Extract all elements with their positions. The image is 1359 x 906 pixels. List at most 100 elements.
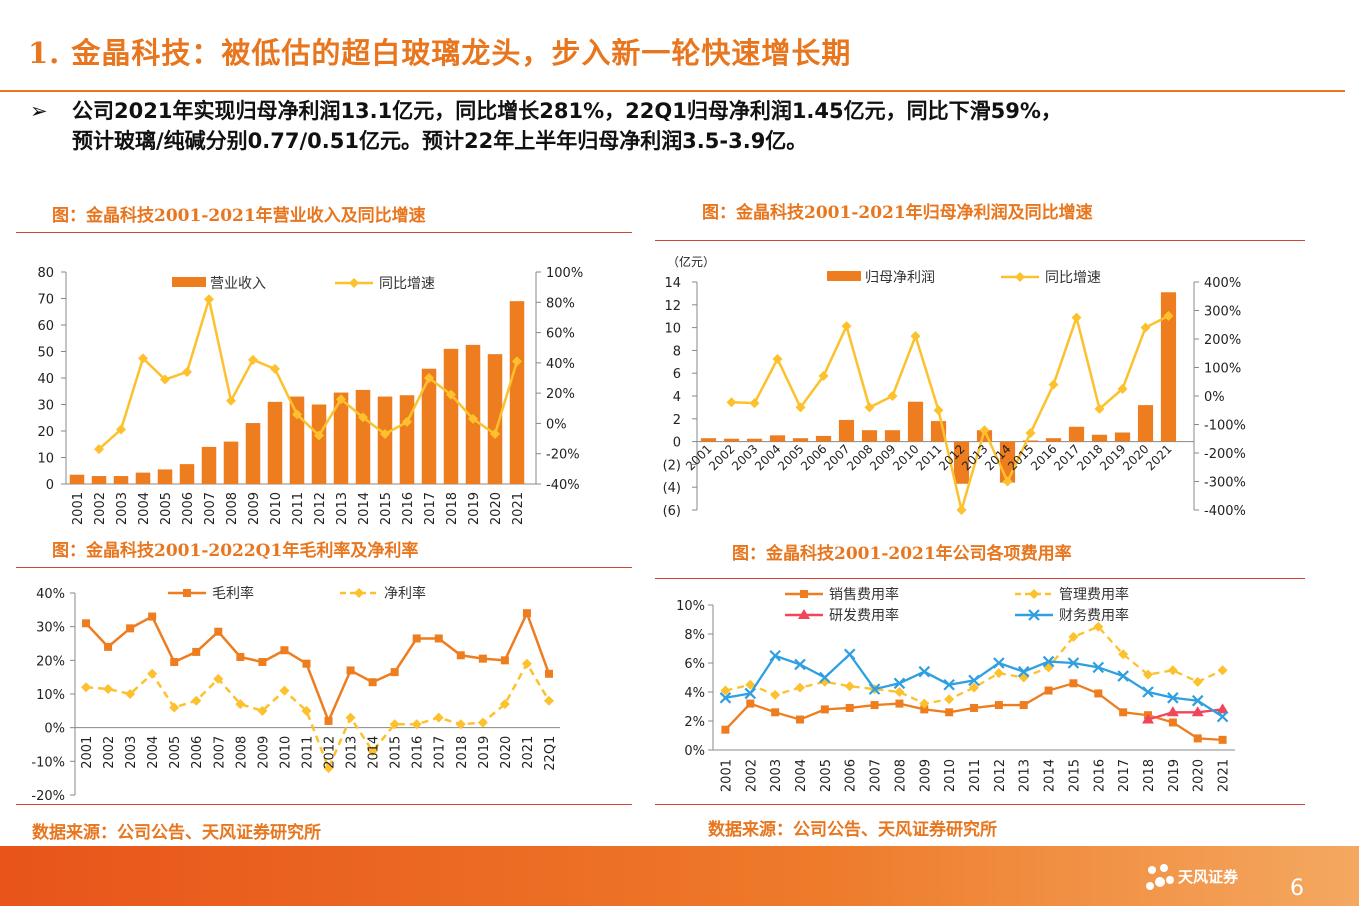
- x-tick-label: 2015: [379, 492, 394, 525]
- net-profit-chart: （亿元） (6) (4) (2) 0 2 4 6 8 10 12 14 -400% -300% -200% -…: [663, 254, 1246, 519]
- finance-expense-point: [1167, 692, 1179, 704]
- x-tick-label: 2015: [389, 736, 404, 769]
- arrow-bullet-icon: ➢: [30, 99, 48, 123]
- legend-label: 销售费用率: [829, 586, 899, 603]
- y-right-tick-label: 300%: [1204, 305, 1241, 320]
- gross-margin-point: [522, 609, 531, 618]
- gross-margin-point: [126, 624, 135, 633]
- x-tick-label: 2016: [1092, 759, 1107, 792]
- y-right-tick-label: 40%: [546, 357, 575, 372]
- x-tick-label: 2017: [1051, 442, 1082, 473]
- y-right-tick-label: -100%: [1204, 419, 1246, 434]
- net-profit-bar: [1160, 292, 1177, 442]
- x-tick-label: 2008: [234, 736, 249, 769]
- gross-margin-point: [192, 647, 201, 656]
- x-tick-label: 22Q1: [543, 736, 558, 771]
- rnd-expense-point: [1142, 713, 1154, 724]
- x-tick-label: 2004: [794, 759, 809, 792]
- net-margin-point: [235, 699, 246, 710]
- legend-marker: [798, 609, 810, 619]
- gross-margin-point: [478, 654, 487, 663]
- finance-expense-point: [769, 649, 781, 662]
- net-margin-point: [301, 705, 312, 716]
- selling-expense-point: [845, 703, 854, 712]
- net-margin-line: [85, 661, 551, 772]
- admin-expense-point: [745, 679, 756, 690]
- net-profit-bar: [792, 438, 809, 442]
- x-tick-label: 2018: [1074, 442, 1105, 473]
- x-tick-label: 2003: [769, 759, 784, 792]
- x-tick-label: 2008: [844, 442, 875, 473]
- gross-margin-point: [500, 656, 509, 665]
- growth-point: [248, 354, 258, 365]
- net-profit-bar: [1022, 440, 1039, 442]
- legend-marker: [183, 589, 191, 597]
- y-right-tick-label: -400%: [1204, 504, 1246, 519]
- legend-label: 财务费用率: [1059, 607, 1129, 624]
- y-tick-label: 6%: [684, 657, 705, 672]
- growth-point: [270, 363, 280, 374]
- growth-point: [402, 416, 412, 427]
- y-left-tick-label: 6: [673, 367, 681, 382]
- growth-point: [933, 405, 944, 416]
- finance-expense-point: [1067, 657, 1080, 669]
- gross-margin-point: [544, 669, 553, 678]
- y-right-tick-label: 80%: [546, 296, 575, 311]
- x-tick-label: 2011: [300, 736, 315, 769]
- x-tick-label: 2018: [1142, 759, 1157, 792]
- selling-expense-point: [920, 705, 929, 714]
- admin-expense-point: [844, 681, 855, 692]
- growth-point: [380, 429, 390, 440]
- net-margin-point: [169, 702, 180, 713]
- caption-rule: [655, 578, 1305, 579]
- selling-expense-point: [1218, 735, 1227, 744]
- summary-line-2: 预计玻璃/纯碱分别0.77/0.51亿元。预计22年上半年归母净利润3.5-3.…: [72, 129, 808, 153]
- y-right-tick-label: -200%: [1204, 447, 1246, 462]
- x-tick-label: 2009: [867, 442, 898, 473]
- y-tick-label: 8%: [684, 628, 705, 643]
- net-margin-point: [433, 712, 444, 723]
- footer-bar: [0, 846, 1359, 906]
- legend-label: 毛利率: [212, 585, 254, 602]
- bottom-rule: [16, 804, 632, 805]
- revenue-bar: [69, 474, 85, 484]
- net-profit-bar: [769, 435, 786, 442]
- growth-point: [1140, 322, 1151, 333]
- x-tick-label: 2017: [1117, 759, 1132, 792]
- admin-expense-point: [1192, 676, 1203, 687]
- selling-expense-point: [994, 701, 1003, 710]
- y-left-tick-label: (6): [663, 504, 681, 519]
- x-tick-label: 2012: [313, 492, 328, 525]
- legend-label: 营业收入: [210, 276, 266, 292]
- x-tick-label: 2008: [225, 492, 240, 525]
- margin-chart: -20% -10% 0% 10% 20% 30% 40% 2001 2002 2003 2004 20…: [31, 585, 560, 804]
- net-margin-point: [455, 719, 466, 730]
- net-profit-bar: [746, 438, 763, 442]
- finance-expense-point: [1117, 670, 1129, 682]
- x-tick-label: 2017: [423, 492, 438, 525]
- net-profit-bar: [1045, 438, 1062, 442]
- y-right-tick-label: 200%: [1204, 333, 1241, 348]
- y-right-tick-label: 20%: [546, 387, 575, 402]
- tianfeng-logo-icon: [1146, 864, 1174, 890]
- gross-margin-point: [280, 646, 289, 655]
- growth-point: [314, 430, 324, 441]
- net-margin-point: [345, 712, 356, 723]
- y-left-tick-label: 0: [673, 436, 681, 451]
- net-profit-bar: [1137, 405, 1154, 442]
- y-left-tick-label: 70: [37, 293, 54, 308]
- x-tick-label: 2015: [1067, 759, 1082, 792]
- net-margin-point: [103, 683, 114, 694]
- finance-expense-point: [1191, 694, 1204, 707]
- admin-expense-point: [1167, 665, 1178, 676]
- growth-point: [138, 353, 148, 364]
- gross-margin-point: [170, 658, 179, 667]
- legend-marker: [1028, 609, 1040, 621]
- net-margin-point: [279, 685, 290, 696]
- data-source-left: 数据来源：公司公告、天风证券研究所: [32, 823, 321, 843]
- gross-margin-point: [236, 652, 245, 661]
- y-left-tick-label: (2): [663, 458, 681, 473]
- x-tick-label: 2013: [335, 492, 350, 525]
- selling-expense-point: [771, 708, 780, 717]
- caption-profit-chart: 图：金晶科技2001-2021年归母净利润及同比增速: [702, 203, 1093, 223]
